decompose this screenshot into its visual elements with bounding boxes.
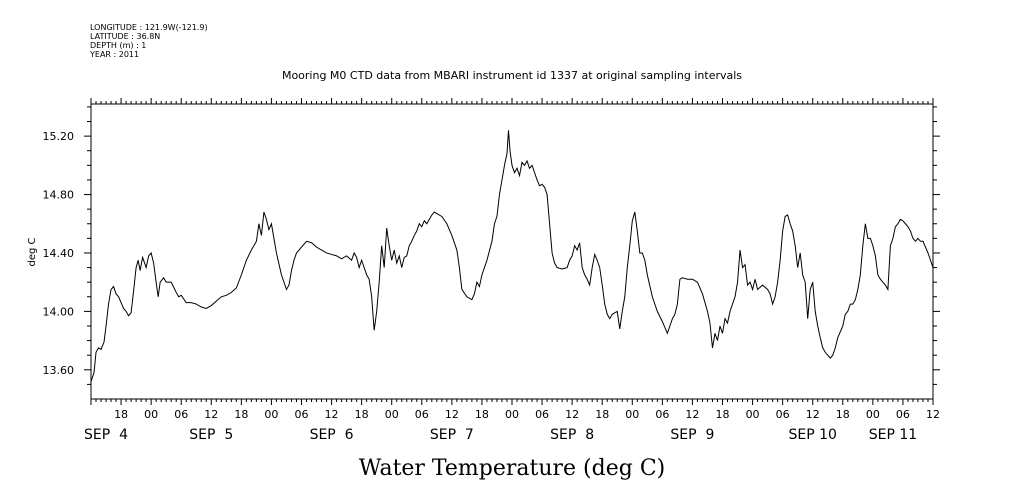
x-hour-label: 06 (535, 408, 549, 421)
x-hour-label: 18 (836, 408, 850, 421)
x-hour-label: 00 (264, 408, 278, 421)
x-hour-label: 12 (926, 408, 940, 421)
y-axis-label: deg C (27, 237, 38, 266)
y-tick-labels: 13.60 14.00 14.40 14.80 15.20 (43, 130, 75, 377)
x-hour-label: 00 (866, 408, 880, 421)
x-date-label: SEP 7 (430, 427, 474, 443)
latitude-label: LATITUDE : 36.8N (90, 32, 160, 41)
x-hour-label: 12 (204, 408, 218, 421)
x-hour-labels: 18 00 06 12 18 00 06 12 18 00 06 12 18 00 06 12 18 00 06 12… (114, 408, 940, 421)
y-tick-label: 15.20 (43, 130, 75, 143)
x-date-label: SEP 6 (310, 427, 354, 443)
x-hour-label: 06 (295, 408, 309, 421)
chart-title: Mooring M0 CTD data from MBARI instrumen… (282, 69, 742, 82)
y-tick-label: 13.60 (43, 364, 75, 377)
x-hour-label: 06 (776, 408, 790, 421)
x-hour-label: 00 (746, 408, 760, 421)
depth-label: DEPTH (m) : 1 (90, 41, 146, 50)
x-hour-label: 06 (655, 408, 669, 421)
y-tick-label: 14.00 (43, 305, 75, 318)
x-date-label: SEP 10 (788, 427, 836, 443)
x-hour-label: 06 (896, 408, 910, 421)
header-info: LONGITUDE : 121.9W(-121.9) LATITUDE : 36… (89, 23, 208, 59)
x-hour-label: 18 (114, 408, 128, 421)
year-label: YEAR : 2011 (89, 50, 139, 59)
x-date-labels: SEP 4 SEP 5 SEP 6 SEP 7 SEP 8 SEP 9 SEP 10 SEP … (84, 427, 917, 443)
x-hour-label: 00 (385, 408, 399, 421)
bottom-axis-ticks (90, 399, 934, 405)
x-axis-label: Water Temperature (deg C) (359, 456, 666, 481)
top-axis-ticks (90, 98, 934, 104)
x-hour-label: 18 (234, 408, 248, 421)
series-line (90, 130, 934, 382)
x-hour-label: 06 (174, 408, 188, 421)
series-group (90, 130, 934, 382)
x-hour-label: 00 (144, 408, 158, 421)
x-hour-label: 18 (355, 408, 369, 421)
longitude-label: LONGITUDE : 121.9W(-121.9) (90, 23, 208, 32)
x-hour-label: 12 (806, 408, 820, 421)
x-hour-label: 18 (475, 408, 489, 421)
x-hour-label: 12 (445, 408, 459, 421)
y-tick-label: 14.40 (43, 247, 75, 260)
x-hour-label: 12 (325, 408, 339, 421)
x-date-label: SEP 4 (84, 427, 128, 443)
y-axis-ticks (84, 106, 940, 385)
x-date-label: SEP 11 (869, 427, 917, 443)
y-tick-label: 14.80 (43, 189, 75, 202)
x-hour-label: 12 (565, 408, 579, 421)
x-hour-label: 12 (685, 408, 699, 421)
x-date-label: SEP 8 (550, 427, 594, 443)
x-hour-label: 06 (415, 408, 429, 421)
x-hour-label: 00 (505, 408, 519, 421)
x-date-label: SEP 5 (189, 427, 233, 443)
plot-frame (90, 103, 934, 400)
x-hour-label: 00 (625, 408, 639, 421)
x-date-label: SEP 9 (670, 427, 714, 443)
x-hour-label: 18 (716, 408, 730, 421)
x-hour-label: 18 (595, 408, 609, 421)
